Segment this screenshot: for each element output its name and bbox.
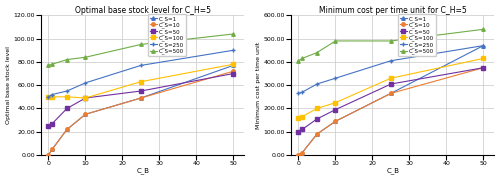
C_S=250	[299, 91, 305, 93]
C_S=10	[49, 148, 55, 150]
Legend: C_S=1, C_S=10, C_S=50, C_S=100, C_S=250, C_S=500: C_S=1, C_S=10, C_S=50, C_S=100, C_S=250,…	[148, 14, 186, 56]
C_S=500	[49, 63, 55, 65]
C_S=1	[332, 120, 338, 122]
C_S=50	[46, 125, 52, 127]
Line: C_S=50: C_S=50	[46, 72, 235, 128]
C_S=250	[49, 93, 55, 96]
C_S=500	[296, 60, 302, 62]
C_S=250	[314, 83, 320, 85]
C_S=250	[82, 82, 88, 84]
C_S=100	[332, 102, 338, 104]
C_S=100	[296, 117, 302, 119]
C_S=10	[314, 133, 320, 135]
C_S=100	[82, 97, 88, 99]
C_S=10	[332, 120, 338, 122]
C_S=100	[46, 96, 52, 98]
C_S=50	[480, 67, 486, 69]
C_S=500	[314, 51, 320, 54]
Title: Minimum cost per time unit for C_H=5: Minimum cost per time unit for C_H=5	[319, 6, 466, 15]
C_S=10	[46, 154, 52, 156]
C_S=500	[138, 43, 144, 46]
C_S=250	[64, 90, 70, 92]
Title: Optimal base stock level for C_H=5: Optimal base stock level for C_H=5	[75, 6, 211, 15]
Line: C_S=250: C_S=250	[296, 44, 485, 95]
C_S=1	[64, 128, 70, 130]
C_S=100	[64, 96, 70, 98]
C_S=250	[46, 96, 52, 98]
C_S=250	[230, 49, 236, 51]
C_S=250	[388, 60, 394, 62]
C_S=100	[480, 57, 486, 60]
C_S=50	[314, 118, 320, 120]
X-axis label: C_B: C_B	[136, 168, 149, 174]
C_S=50	[230, 73, 236, 75]
C_S=1	[46, 154, 52, 156]
C_S=10	[64, 128, 70, 130]
Y-axis label: Optimal base stock level: Optimal base stock level	[6, 46, 10, 124]
Y-axis label: Minimum cost per time unit: Minimum cost per time unit	[256, 42, 260, 129]
Line: C_S=100: C_S=100	[46, 62, 235, 100]
C_S=10	[82, 113, 88, 115]
C_S=500	[480, 28, 486, 30]
C_S=50	[49, 123, 55, 125]
Line: C_S=500: C_S=500	[46, 32, 235, 67]
C_S=1	[299, 152, 305, 154]
Line: C_S=1: C_S=1	[46, 64, 235, 157]
C_S=100	[314, 107, 320, 110]
C_S=100	[138, 81, 144, 83]
C_S=250	[332, 77, 338, 79]
C_S=50	[299, 128, 305, 130]
C_S=50	[82, 97, 88, 99]
C_S=500	[230, 33, 236, 35]
C_S=500	[64, 58, 70, 61]
C_S=10	[138, 97, 144, 99]
C_S=250	[480, 44, 486, 47]
C_S=100	[230, 63, 236, 65]
C_S=10	[388, 92, 394, 94]
C_S=10	[230, 70, 236, 72]
C_S=10	[480, 67, 486, 69]
C_S=50	[332, 109, 338, 111]
Line: C_S=10: C_S=10	[46, 69, 235, 157]
C_S=1	[138, 97, 144, 99]
C_S=500	[82, 56, 88, 58]
Line: C_S=100: C_S=100	[296, 57, 485, 120]
Line: C_S=50: C_S=50	[296, 66, 485, 134]
Legend: C_S=1, C_S=10, C_S=50, C_S=100, C_S=250, C_S=500: C_S=1, C_S=10, C_S=50, C_S=100, C_S=250,…	[398, 14, 436, 56]
C_S=500	[46, 64, 52, 66]
C_S=1	[82, 113, 88, 115]
Line: C_S=1: C_S=1	[296, 44, 485, 157]
C_S=50	[138, 90, 144, 92]
C_S=50	[64, 107, 70, 110]
Line: C_S=500: C_S=500	[296, 28, 485, 62]
C_S=500	[388, 40, 394, 42]
C_S=10	[296, 154, 302, 156]
C_S=1	[314, 133, 320, 135]
C_S=1	[230, 64, 236, 66]
Line: C_S=250: C_S=250	[46, 49, 235, 99]
Line: C_S=10: C_S=10	[296, 66, 485, 157]
C_S=1	[388, 92, 394, 94]
C_S=1	[480, 44, 486, 47]
C_S=250	[138, 64, 144, 66]
C_S=1	[296, 154, 302, 156]
C_S=250	[296, 92, 302, 94]
C_S=500	[332, 40, 338, 42]
C_S=50	[388, 83, 394, 85]
C_S=500	[299, 57, 305, 60]
C_S=100	[49, 96, 55, 98]
C_S=1	[49, 148, 55, 150]
C_S=10	[299, 152, 305, 154]
C_S=100	[299, 116, 305, 118]
C_S=50	[296, 131, 302, 133]
C_S=100	[388, 77, 394, 79]
X-axis label: C_B: C_B	[386, 168, 400, 174]
